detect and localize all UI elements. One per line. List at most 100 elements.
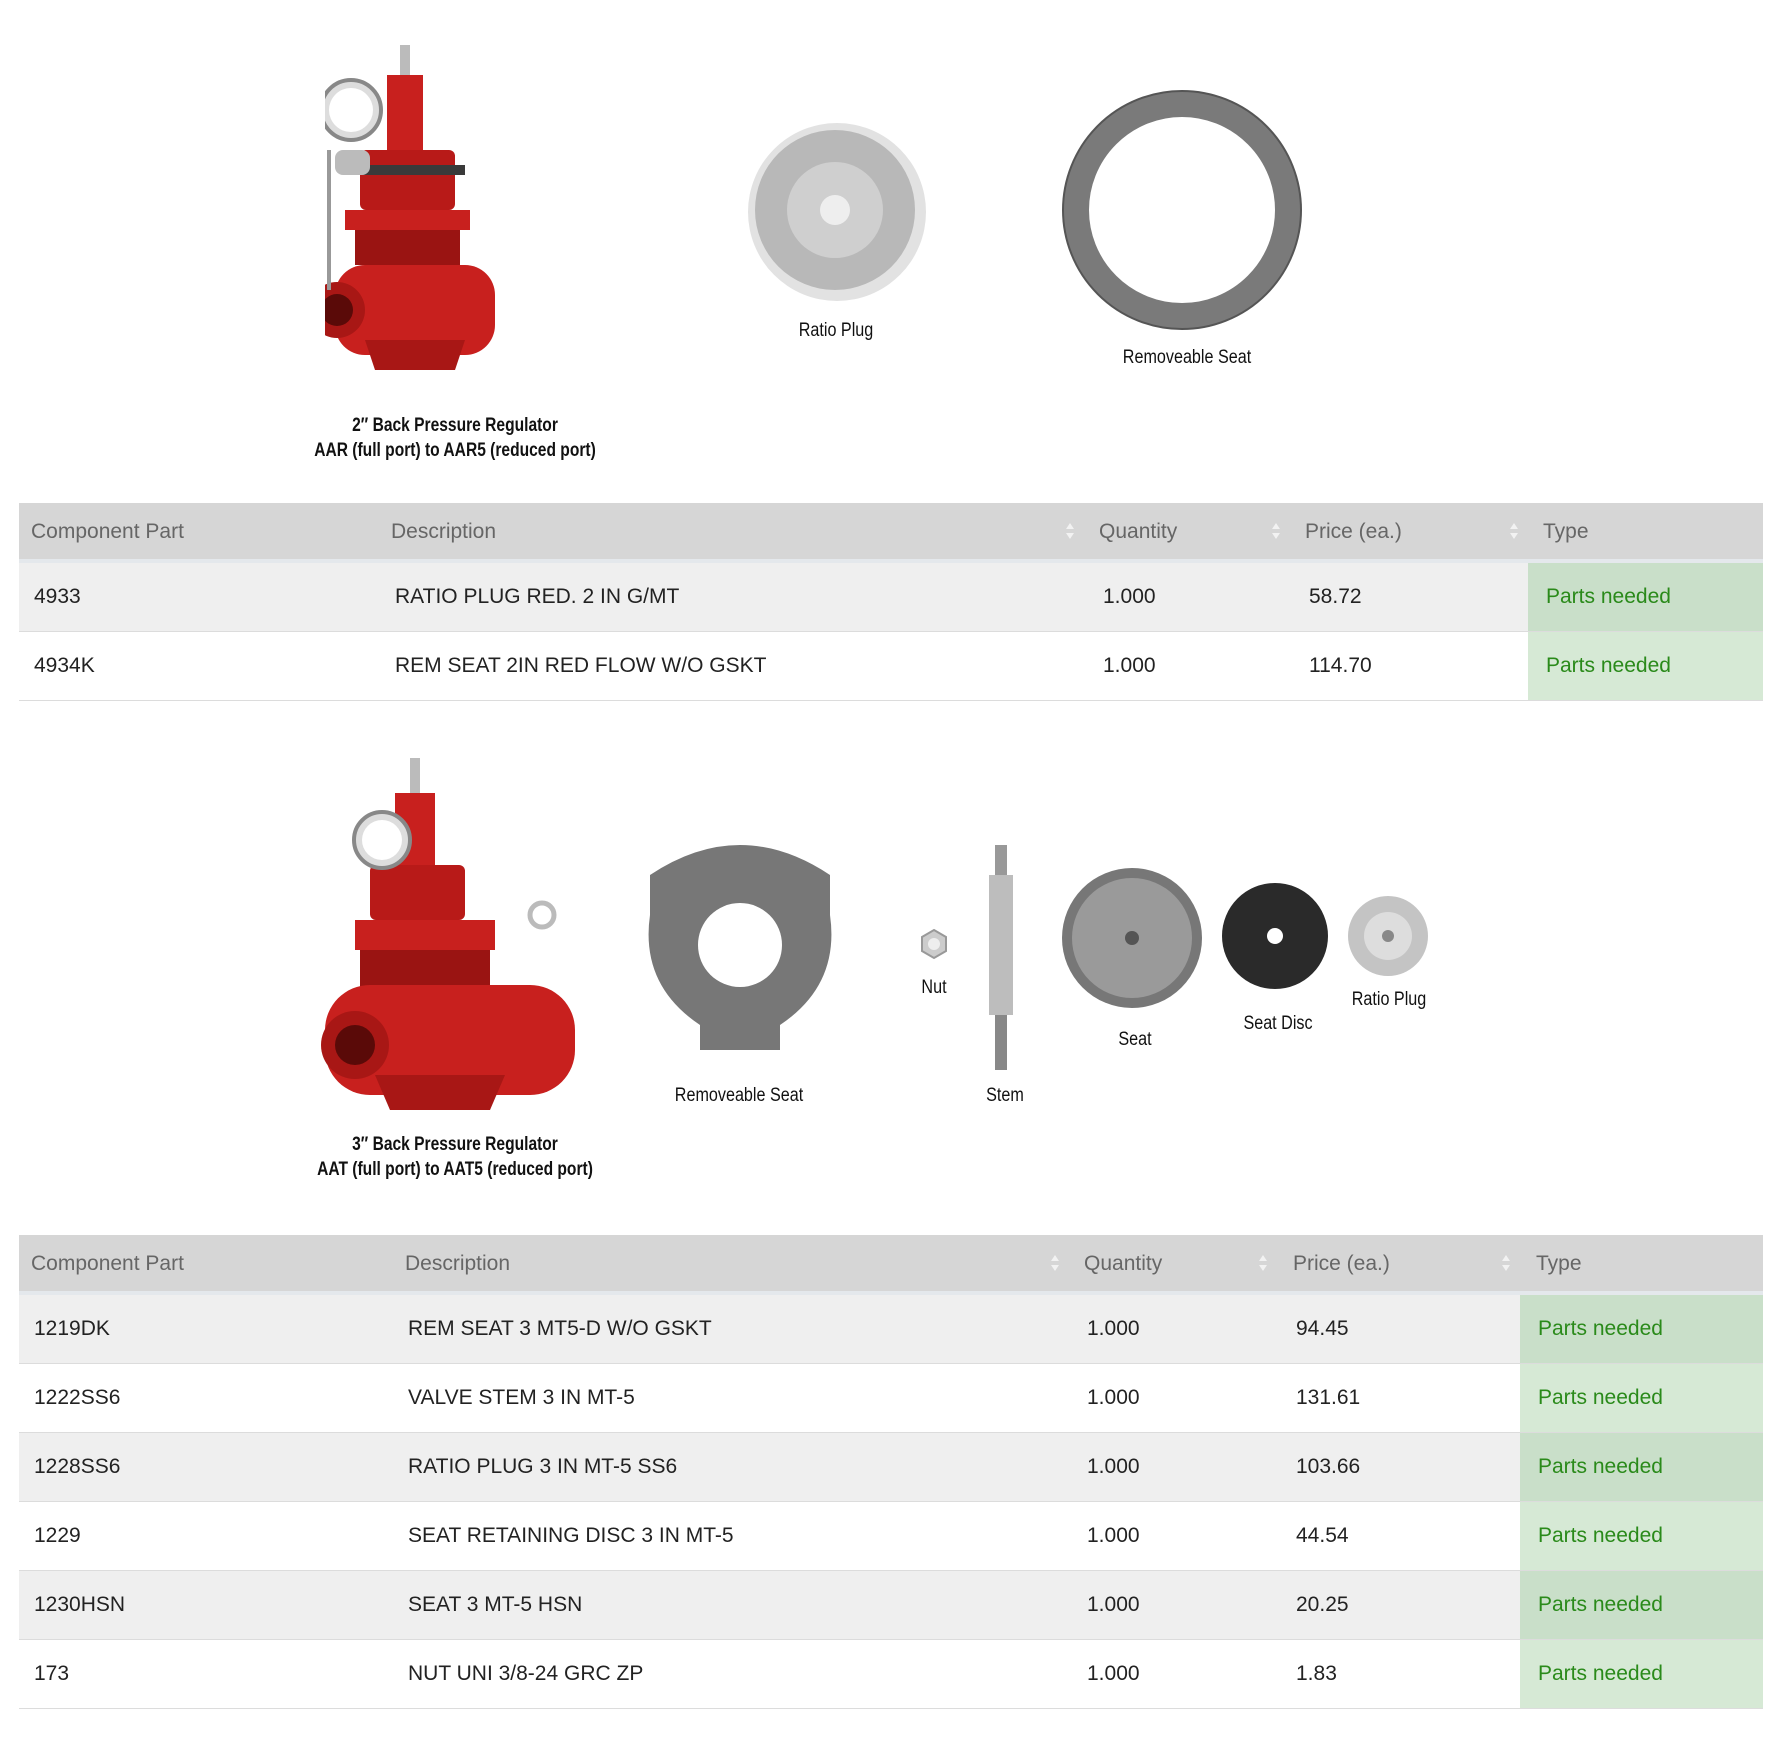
caption-line2: AAT (full port) to AAT5 (reduced port)	[317, 1159, 593, 1180]
sort-icon[interactable]	[1509, 521, 1519, 541]
cell-price: 94.45	[1296, 1317, 1349, 1340]
table-row[interactable]: 1228SS6 RATIO PLUG 3 IN MT-5 SS6 1.000 103.…	[19, 1433, 1763, 1502]
header-quantity[interactable]: Quantity	[1099, 520, 1178, 543]
cell-component-part: 4933	[34, 585, 81, 608]
table-row[interactable]: 4933 RATIO PLUG RED. 2 IN G/MT 1.000 58.72 P…	[19, 563, 1763, 632]
table-row[interactable]: 1229 SEAT RETAINING DISC 3 IN MT-5 1.000 44…	[19, 1502, 1763, 1571]
cell-description: RATIO PLUG RED. 2 IN G/MT	[395, 585, 680, 608]
cell-price: 44.54	[1296, 1524, 1349, 1547]
type-badge: Parts needed	[1538, 1386, 1663, 1409]
header-quantity[interactable]: Quantity	[1084, 1252, 1163, 1275]
cell-description: RATIO PLUG 3 IN MT-5 SS6	[408, 1455, 678, 1478]
cell-price: 1.83	[1296, 1662, 1337, 1685]
regulator-3in-caption: 3″ Back Pressure Regulator AAT (full por…	[317, 1132, 593, 1182]
ratio-plug-image	[748, 123, 926, 301]
header-description[interactable]: Description	[405, 1252, 511, 1275]
cell-description: NUT UNI 3/8-24 GRC ZP	[408, 1662, 644, 1685]
cell-price: 114.70	[1309, 654, 1372, 677]
cell-type: Parts needed	[1528, 632, 1763, 700]
cell-quantity: 1.000	[1087, 1317, 1140, 1340]
seat-image	[1062, 868, 1202, 1008]
seat-disc-image	[1222, 883, 1328, 989]
cell-price: 58.72	[1309, 585, 1362, 608]
table-row[interactable]: 1222SS6 VALVE STEM 3 IN MT-5 1.000 131.61 Pa…	[19, 1364, 1763, 1433]
parts-table-2in: Component Part Description Quantity Pric…	[19, 503, 1763, 701]
table-header: Component Part Description Quantity Pric…	[19, 503, 1763, 563]
cell-quantity: 1.000	[1087, 1455, 1140, 1478]
seat-label: Seat	[1118, 1029, 1152, 1050]
cell-quantity: 1.000	[1087, 1386, 1140, 1409]
stem-image	[989, 845, 1013, 1070]
type-badge: Parts needed	[1538, 1317, 1663, 1340]
ratio-plug-label: Ratio Plug	[798, 320, 874, 341]
removeable-seat-label: Removeable Seat	[1122, 347, 1252, 368]
cell-type: Parts needed	[1520, 1502, 1763, 1570]
ratio-plug-label: Ratio Plug	[1351, 989, 1427, 1010]
caption-line1: 3″ Back Pressure Regulator	[352, 1134, 558, 1155]
sort-icon[interactable]	[1271, 521, 1281, 541]
nut-image	[921, 928, 947, 960]
nut-label: Nut	[921, 977, 947, 998]
sort-icon[interactable]	[1050, 1253, 1060, 1273]
caption-line2: AAR (full port) to AAR5 (reduced port)	[314, 440, 596, 461]
stem-label: Stem	[986, 1085, 1024, 1106]
cell-component-part: 1230HSN	[34, 1593, 126, 1616]
regulator-3in-image	[321, 758, 575, 1110]
regulator-2in-image	[325, 45, 495, 370]
seat-disc-label: Seat Disc	[1243, 1013, 1313, 1034]
cell-quantity: 1.000	[1087, 1524, 1140, 1547]
cell-description: REM SEAT 3 MT5-D W/O GSKT	[408, 1317, 712, 1340]
cell-quantity: 1.000	[1103, 654, 1156, 677]
cell-type: Parts needed	[1520, 1433, 1763, 1501]
header-component-part[interactable]: Component Part	[31, 520, 184, 543]
table-row[interactable]: 4934K REM SEAT 2IN RED FLOW W/O GSKT 1.000…	[19, 632, 1763, 701]
table-row[interactable]: 1230HSN SEAT 3 MT-5 HSN 1.000 20.25 Parts ne…	[19, 1571, 1763, 1640]
ratio-plug-3in-image	[1348, 896, 1428, 976]
cell-price: 103.66	[1296, 1455, 1361, 1478]
cell-price: 131.61	[1296, 1386, 1361, 1409]
cell-price: 20.25	[1296, 1593, 1349, 1616]
type-badge: Parts needed	[1546, 654, 1671, 677]
caption-line1: 2″ Back Pressure Regulator	[352, 415, 558, 436]
table-row[interactable]: 1219DK REM SEAT 3 MT5-D W/O GSKT 1.000 94.4…	[19, 1295, 1763, 1364]
sort-icon[interactable]	[1065, 521, 1075, 541]
cell-description: SEAT 3 MT-5 HSN	[408, 1593, 583, 1616]
type-badge: Parts needed	[1538, 1524, 1663, 1547]
type-badge: Parts needed	[1538, 1662, 1663, 1685]
removeable-seat-3in-image	[648, 845, 832, 1050]
table-row[interactable]: 173 NUT UNI 3/8-24 GRC ZP 1.000 1.83 Parts n…	[19, 1640, 1763, 1709]
header-type[interactable]: Type	[1536, 1252, 1582, 1275]
header-description[interactable]: Description	[391, 520, 497, 543]
cell-type: Parts needed	[1520, 1364, 1763, 1432]
cell-quantity: 1.000	[1103, 585, 1156, 608]
cell-type: Parts needed	[1520, 1295, 1763, 1363]
cell-component-part: 1228SS6	[34, 1455, 121, 1478]
cell-description: VALVE STEM 3 IN MT-5	[408, 1386, 635, 1409]
regulator-2in-caption: 2″ Back Pressure Regulator AAR (full por…	[314, 413, 596, 463]
cell-component-part: 1222SS6	[34, 1386, 121, 1409]
cell-type: Parts needed	[1528, 563, 1763, 631]
sort-icon[interactable]	[1501, 1253, 1511, 1273]
cell-component-part: 173	[34, 1662, 70, 1685]
type-badge: Parts needed	[1538, 1593, 1663, 1616]
parts-table-3in: Component Part Description Quantity Pric…	[19, 1235, 1763, 1709]
cell-component-part: 1219DK	[34, 1317, 110, 1340]
removeable-seat-label: Removeable Seat	[674, 1085, 804, 1106]
cell-type: Parts needed	[1520, 1571, 1763, 1639]
removeable-seat-image	[1062, 90, 1302, 330]
sort-icon[interactable]	[1258, 1253, 1268, 1273]
cell-quantity: 1.000	[1087, 1593, 1140, 1616]
cell-component-part: 4934K	[34, 654, 95, 677]
header-type[interactable]: Type	[1543, 520, 1589, 543]
cell-component-part: 1229	[34, 1524, 81, 1547]
cell-quantity: 1.000	[1087, 1662, 1140, 1685]
table-header: Component Part Description Quantity Pric…	[19, 1235, 1763, 1295]
header-price[interactable]: Price (ea.)	[1293, 1252, 1390, 1275]
type-badge: Parts needed	[1538, 1455, 1663, 1478]
type-badge: Parts needed	[1546, 585, 1671, 608]
cell-description: SEAT RETAINING DISC 3 IN MT-5	[408, 1524, 734, 1547]
cell-type: Parts needed	[1520, 1640, 1763, 1708]
header-component-part[interactable]: Component Part	[31, 1252, 184, 1275]
header-price[interactable]: Price (ea.)	[1305, 520, 1402, 543]
